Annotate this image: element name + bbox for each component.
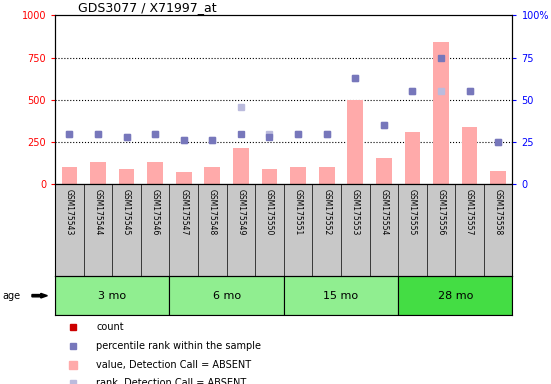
Text: GSM175555: GSM175555 — [408, 189, 417, 235]
Bar — [262, 169, 277, 184]
Text: 15 mo: 15 mo — [323, 291, 359, 301]
Bar — [347, 100, 363, 184]
Text: GSM175551: GSM175551 — [294, 189, 302, 235]
Bar — [433, 41, 449, 184]
Text: GSM175549: GSM175549 — [236, 189, 245, 235]
Text: percentile rank within the sample: percentile rank within the sample — [96, 341, 261, 351]
Text: GSM175552: GSM175552 — [322, 189, 331, 235]
Bar — [404, 132, 420, 184]
Text: age: age — [3, 291, 21, 301]
Text: GSM175548: GSM175548 — [208, 189, 217, 235]
Text: GDS3077 / X71997_at: GDS3077 / X71997_at — [78, 1, 217, 14]
Bar — [462, 127, 477, 184]
Text: value, Detection Call = ABSENT: value, Detection Call = ABSENT — [96, 360, 251, 370]
Text: GSM175543: GSM175543 — [65, 189, 74, 235]
Text: rank, Detection Call = ABSENT: rank, Detection Call = ABSENT — [96, 377, 246, 384]
Text: GSM175547: GSM175547 — [179, 189, 188, 235]
Bar — [176, 172, 192, 184]
Bar — [55, 276, 170, 315]
Bar — [204, 167, 220, 184]
Text: GSM175554: GSM175554 — [379, 189, 388, 235]
Text: count: count — [96, 322, 124, 332]
Bar — [233, 148, 249, 184]
Bar — [290, 167, 306, 184]
Text: GSM175558: GSM175558 — [494, 189, 503, 235]
Bar — [147, 162, 163, 184]
Bar — [319, 167, 334, 184]
Text: GSM175556: GSM175556 — [436, 189, 445, 235]
Bar — [90, 162, 106, 184]
Bar — [490, 171, 506, 184]
Bar — [170, 276, 284, 315]
Bar — [62, 167, 77, 184]
Text: GSM175546: GSM175546 — [150, 189, 160, 235]
Text: GSM175550: GSM175550 — [265, 189, 274, 235]
Text: 28 mo: 28 mo — [437, 291, 473, 301]
Bar — [118, 169, 134, 184]
Bar — [284, 276, 398, 315]
Text: 6 mo: 6 mo — [213, 291, 241, 301]
Bar — [398, 276, 512, 315]
Text: 3 mo: 3 mo — [98, 291, 126, 301]
Bar — [376, 158, 392, 184]
Text: GSM175557: GSM175557 — [465, 189, 474, 235]
Text: GSM175545: GSM175545 — [122, 189, 131, 235]
Text: GSM175553: GSM175553 — [351, 189, 360, 235]
Text: GSM175544: GSM175544 — [94, 189, 102, 235]
